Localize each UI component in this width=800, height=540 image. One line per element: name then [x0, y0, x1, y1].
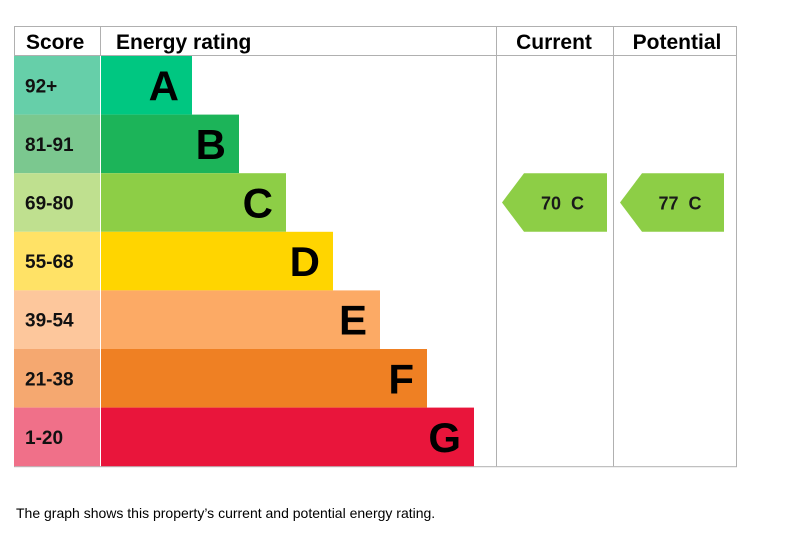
- band-letter-c: C: [243, 180, 273, 227]
- header-score: Score: [26, 31, 84, 54]
- current-rating-arrow: 70 C: [502, 173, 607, 232]
- score-range-a: 92+: [25, 76, 57, 97]
- score-range-g: 1-20: [25, 428, 63, 449]
- band-bar-g: [101, 407, 474, 467]
- score-cell-e: [14, 290, 100, 349]
- header-energy-rating: Energy rating: [116, 31, 251, 54]
- band-letter-d: D: [290, 238, 320, 285]
- potential-rating-arrow: 77 C: [620, 173, 724, 232]
- band-letter-e: E: [339, 297, 367, 344]
- score-cell-d: [14, 231, 100, 291]
- score-cell-g: [14, 407, 100, 467]
- band-b: 81-91 B: [14, 114, 239, 174]
- header-current: Current: [516, 31, 592, 54]
- header-potential: Potential: [633, 31, 722, 54]
- band-bar-b: [101, 114, 239, 174]
- band-bar-f: [101, 349, 427, 408]
- score-range-e: 39-54: [25, 311, 74, 332]
- score-range-d: 55-68: [25, 252, 74, 273]
- band-e: 39-54 E: [14, 290, 380, 349]
- band-letter-g: G: [428, 414, 461, 461]
- potential-rating-arrow-label: 77 C: [658, 194, 701, 214]
- band-bar-d: [101, 231, 333, 291]
- band-c: 69-80 C: [14, 173, 286, 232]
- rating-arrows: 70 C 77 C: [502, 173, 724, 232]
- score-range-b: 81-91: [25, 135, 74, 156]
- score-cell-f: [14, 349, 100, 408]
- epc-chart: 92+ A81-91 B69-80 C55-68 D39-54 E21-38 F1-20 G …: [14, 26, 737, 468]
- score-range-f: 21-38: [25, 369, 74, 390]
- band-letter-b: B: [196, 121, 226, 168]
- band-letter-f: F: [388, 355, 414, 402]
- potential-rating-arrow-shape: [620, 173, 724, 232]
- band-a: 92+ A: [14, 56, 192, 115]
- chart-caption: The graph shows this property’s current …: [16, 505, 436, 521]
- score-cell-c: [14, 173, 100, 232]
- band-bar-e: [101, 290, 380, 349]
- score-cell-a: [14, 56, 100, 115]
- rating-bands: 92+ A 81-91 B 69-80 C 55-68 D 39-54 E 21-38 F 1-20 G: [14, 56, 474, 467]
- band-bar-a: [101, 56, 192, 115]
- band-g: 1-20 G: [14, 407, 474, 467]
- band-d: 55-68 D: [14, 231, 333, 291]
- current-rating-arrow-shape: [502, 173, 607, 232]
- current-rating-arrow-label: 70 C: [541, 194, 584, 214]
- band-letter-a: A: [149, 62, 179, 109]
- score-cell-b: [14, 114, 100, 174]
- column-headers: Score Energy rating Current Potential: [26, 31, 721, 54]
- band-bar-c: [101, 173, 286, 232]
- band-f: 21-38 F: [14, 349, 427, 408]
- score-range-c: 69-80: [25, 194, 74, 215]
